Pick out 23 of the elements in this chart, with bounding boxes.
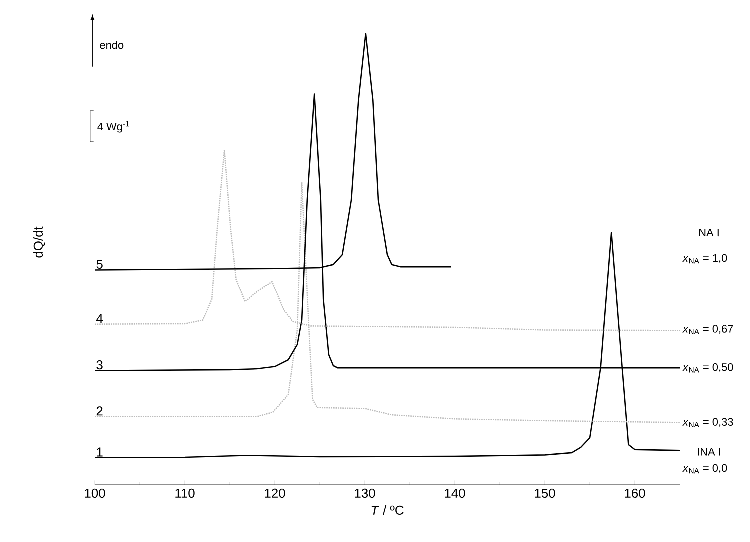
series-label: 3 — [96, 360, 103, 370]
series-label: 2 — [96, 406, 103, 416]
series-label: 5 — [96, 260, 103, 270]
x-tick-label: 150 — [535, 488, 556, 498]
x-tick-label: 160 — [625, 488, 646, 498]
series-label: 1 — [97, 448, 103, 457]
x-tick-label: 140 — [445, 488, 466, 498]
text: INA I — [698, 448, 720, 456]
series-label: 4 — [96, 314, 104, 324]
x-tick-label: 110 — [176, 488, 195, 498]
text: x$_{NA}$ = 0,33 — [682, 418, 734, 428]
x-tick-label: 100 — [85, 488, 106, 498]
x-tick-label: 130 — [355, 488, 376, 498]
text: x$_{NA}$ = 0,0 — [682, 464, 728, 474]
annotation: endo — [100, 41, 124, 50]
x-tick-label: 120 — [265, 488, 286, 498]
text: x$_{NA}$ = 0,67 — [682, 325, 734, 334]
annotation: 4 Wg$^{-1}$ — [98, 121, 130, 133]
text: NA I — [700, 229, 719, 237]
x-axis-title: T / ºC — [372, 506, 404, 516]
text: x$_{NA}$ = 0,50 — [682, 363, 734, 373]
y-axis-title: dQ/dt — [34, 226, 46, 258]
text: x$_{NA}$ = 1,0 — [682, 254, 728, 264]
